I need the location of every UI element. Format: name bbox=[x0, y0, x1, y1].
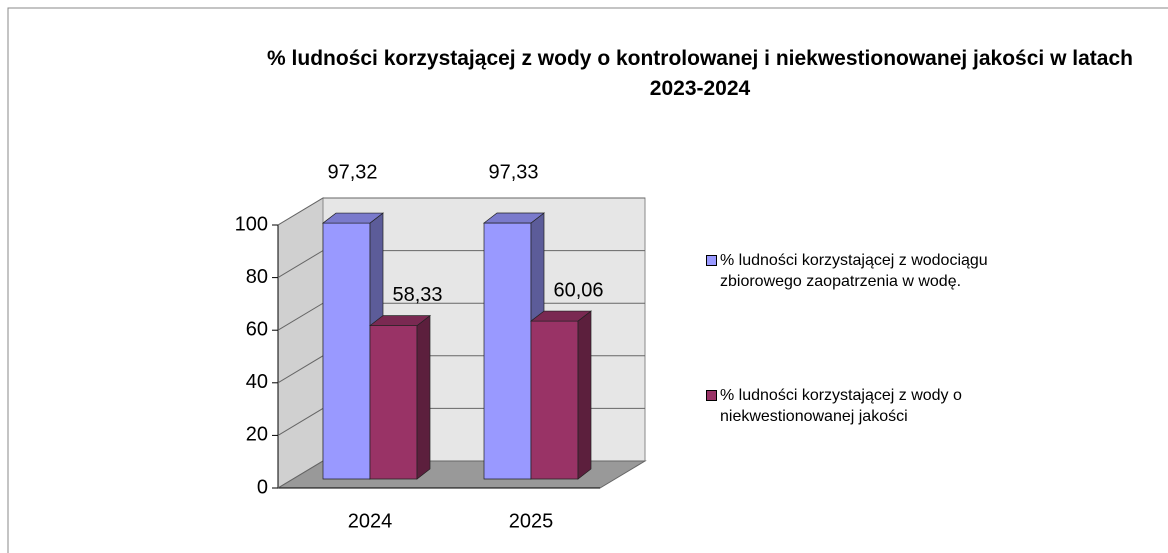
bar-face bbox=[530, 320, 579, 480]
bar-face bbox=[321, 212, 385, 224]
bar-face bbox=[482, 212, 546, 224]
bar bbox=[529, 310, 593, 480]
y-tick-label: 60 bbox=[246, 318, 268, 340]
y-tick-label: 100 bbox=[235, 213, 268, 235]
x-tick-label: 2024 bbox=[348, 510, 393, 532]
legend-swatch bbox=[706, 390, 717, 401]
grid-line bbox=[277, 197, 645, 226]
data-label: 60,06 bbox=[553, 279, 603, 301]
bar-face bbox=[368, 315, 432, 326]
x-tick-label: 2025 bbox=[509, 510, 554, 532]
legend-entry: % ludności korzystającej z wodociągu zbi… bbox=[706, 250, 1060, 292]
legend-label: % ludności korzystającej z wody o niekwe… bbox=[720, 387, 962, 425]
bar-face bbox=[369, 325, 418, 480]
bar-face bbox=[416, 314, 431, 480]
chart-title: % ludności korzystającej z wody o kontro… bbox=[267, 47, 1133, 100]
y-tick-label: 80 bbox=[246, 266, 268, 288]
bar-face bbox=[322, 222, 371, 480]
bar bbox=[368, 314, 432, 480]
y-tick-label: 0 bbox=[257, 476, 268, 498]
bar-face bbox=[529, 310, 593, 322]
data-label: 58,33 bbox=[392, 284, 442, 306]
bar-face bbox=[483, 222, 532, 480]
y-tick-label: 20 bbox=[246, 424, 268, 446]
legend-entry: % ludności korzystającej z wody o niekwe… bbox=[706, 385, 1060, 427]
side-wall bbox=[277, 197, 324, 489]
bar-face bbox=[577, 310, 592, 480]
data-label: 97,32 bbox=[327, 161, 377, 183]
legend-label: % ludności korzystającej z wodociągu zbi… bbox=[720, 252, 988, 290]
legend-swatch bbox=[706, 255, 717, 266]
data-label: 97,33 bbox=[488, 161, 538, 183]
y-tick-label: 40 bbox=[246, 371, 268, 393]
